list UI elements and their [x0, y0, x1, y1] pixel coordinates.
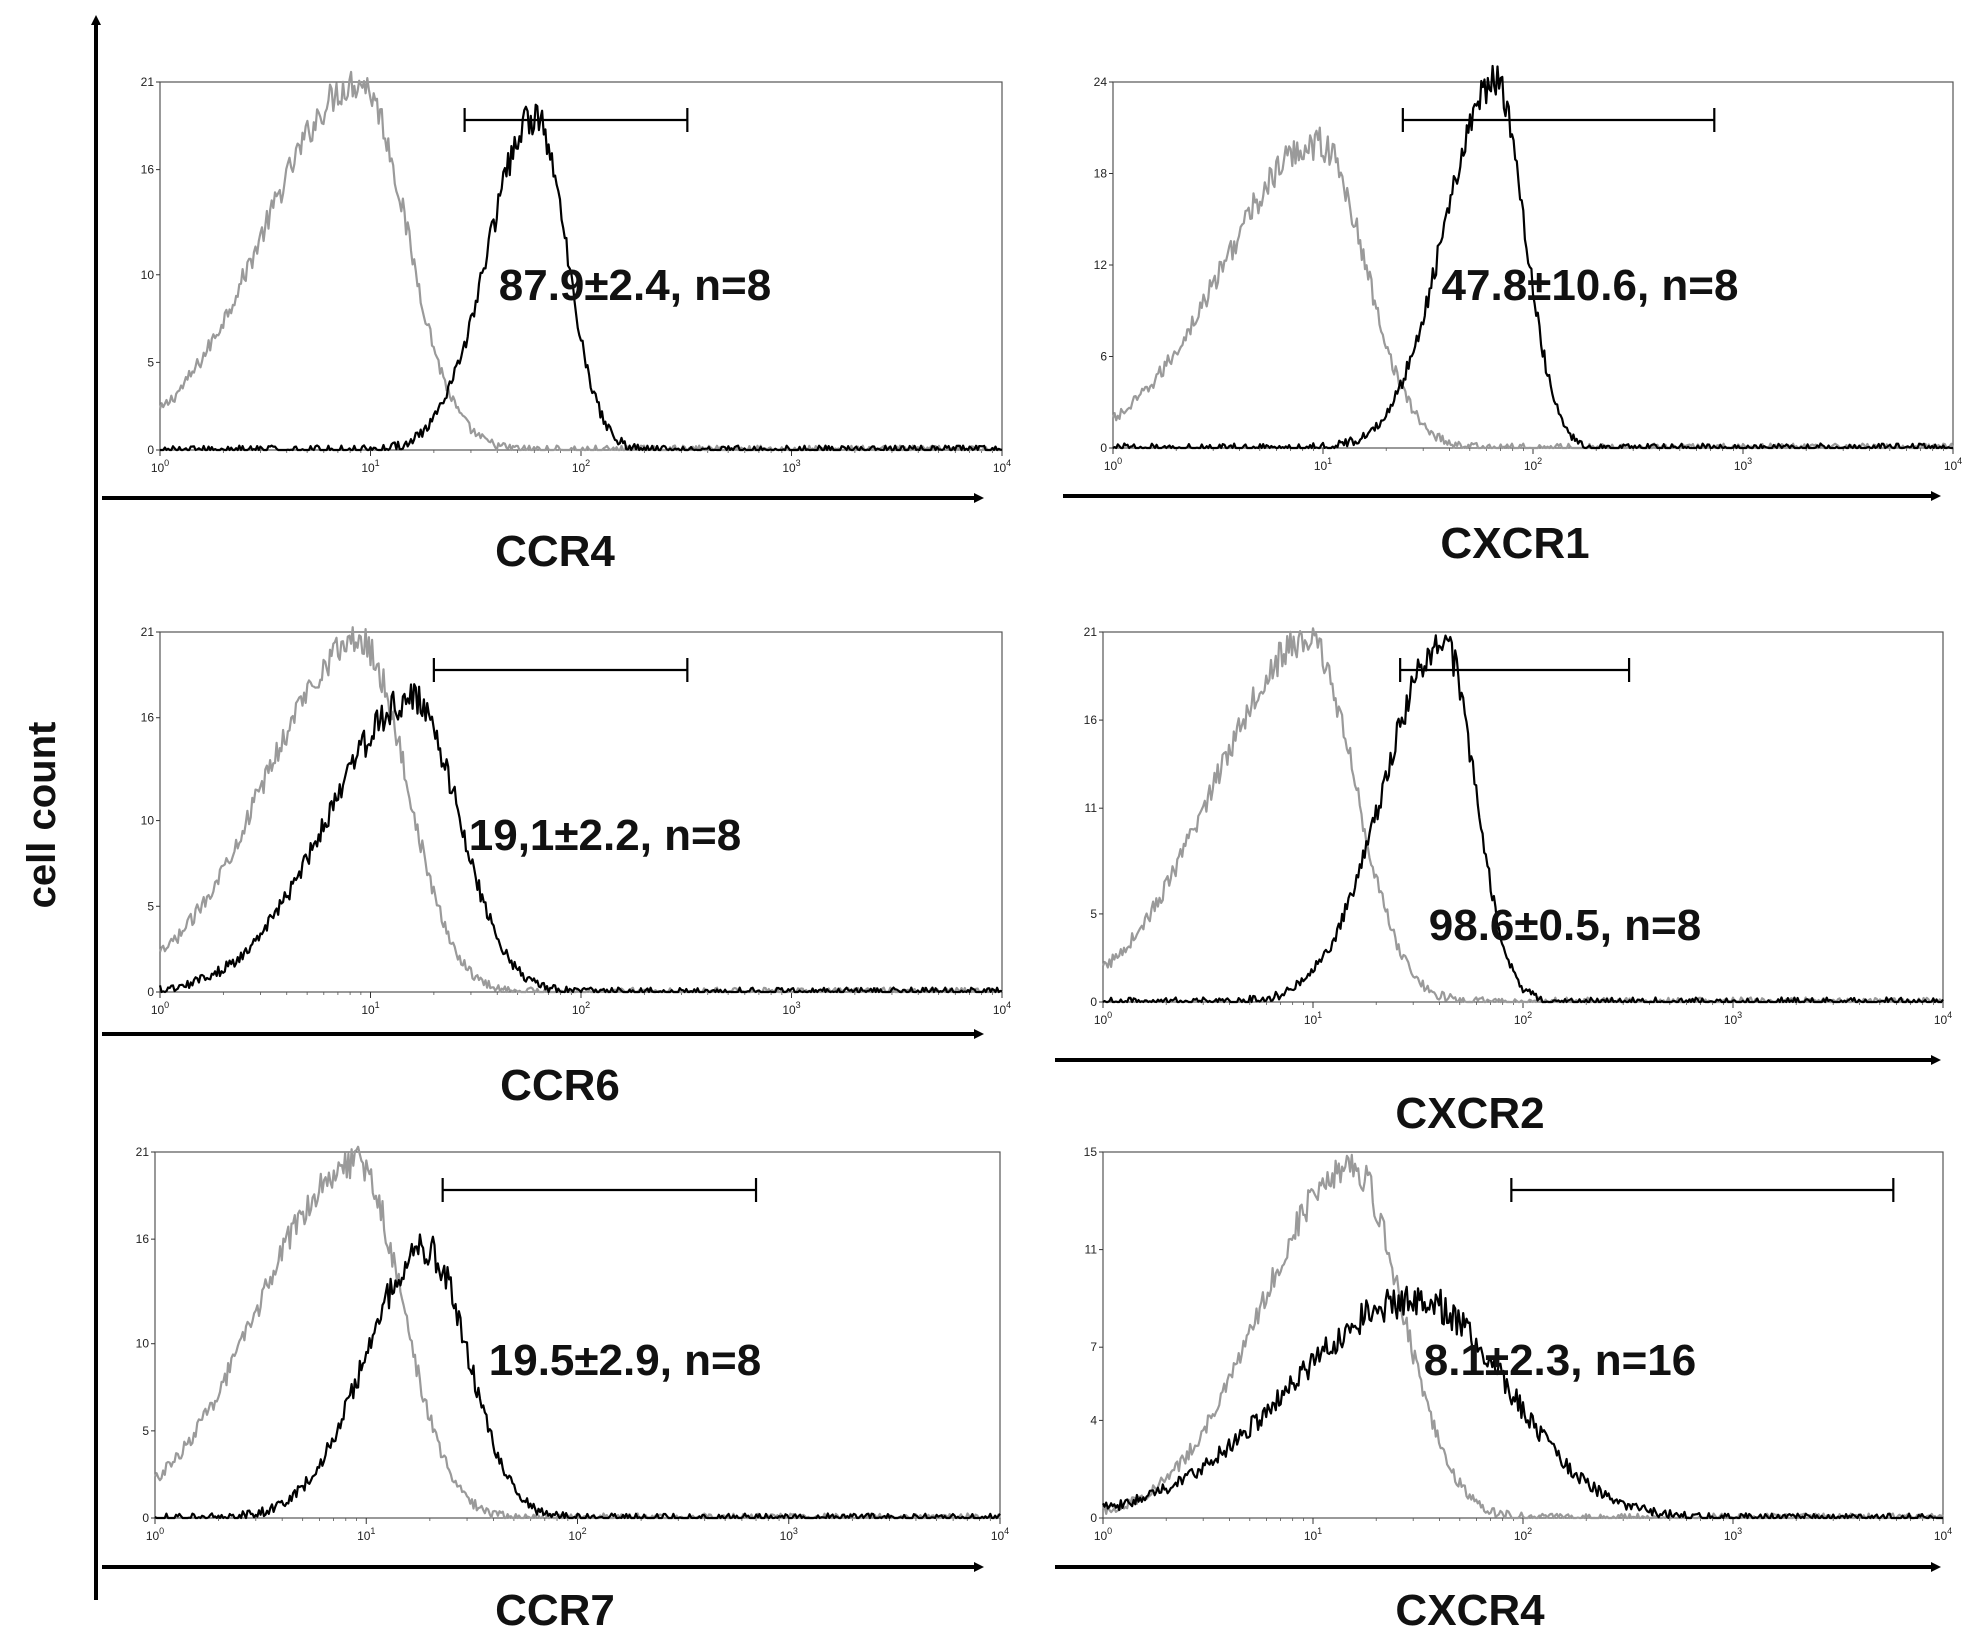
- x-tick-label: 104: [991, 1526, 1009, 1543]
- x-tick-label: 100: [1094, 1010, 1112, 1027]
- y-tick-label: 5: [1090, 907, 1097, 921]
- y-tick-label: 10: [141, 268, 155, 282]
- isotype-histogram: [1111, 126, 1955, 450]
- x-tick-label: 100: [1104, 456, 1122, 473]
- y-tick-label: 4: [1090, 1413, 1097, 1427]
- y-tick-label: 0: [142, 1511, 149, 1525]
- y-tick-label: 21: [141, 625, 155, 639]
- x-tick-label: 102: [1514, 1526, 1532, 1543]
- y-tick-label: 7: [1090, 1340, 1097, 1354]
- x-tick-label: 101: [361, 1000, 379, 1017]
- percentage-annotation: 47.8±10.6, n=8: [1442, 261, 1739, 310]
- y-tick-label: 21: [1084, 625, 1098, 639]
- x-tick-label: 103: [1724, 1526, 1742, 1543]
- percentage-annotation: 87.9±2.4, n=8: [499, 261, 771, 310]
- percentage-annotation: 19,1±2.2, n=8: [469, 811, 741, 860]
- plot-frame: [154, 1151, 1001, 1519]
- stained-histogram: [160, 103, 1003, 452]
- stained-histogram: [158, 683, 1003, 994]
- x-tick-label: 103: [1734, 456, 1752, 473]
- y-tick-label: 15: [1084, 1145, 1098, 1159]
- percentage-annotation: 98.6±0.5, n=8: [1429, 901, 1701, 950]
- y-tick-label: 0: [1100, 441, 1107, 455]
- x-tick-label: 100: [1094, 1526, 1112, 1543]
- x-axis-label: CXCR2: [1395, 1089, 1544, 1138]
- y-tick-label: 16: [136, 1232, 150, 1246]
- x-tick-label: 102: [572, 1000, 590, 1017]
- x-tick-label: 102: [568, 1526, 586, 1543]
- x-tick-label: 100: [146, 1526, 164, 1543]
- isotype-histogram: [153, 1145, 1001, 1520]
- x-tick-label: 103: [780, 1526, 798, 1543]
- histogram-panel-ccr7: 0 5 10 16 21 100 101 102 103 104 19.5±2.9, n=8 CCR7: [102, 1145, 1009, 1630]
- y-tick-label: 24: [1094, 75, 1108, 89]
- x-tick-label: 104: [1934, 1010, 1952, 1027]
- x-tick-label: 101: [1314, 456, 1332, 473]
- y-tick-label: 16: [1084, 713, 1098, 727]
- x-tick-label: 102: [572, 458, 590, 475]
- x-tick-label: 101: [1304, 1010, 1322, 1027]
- stained-histogram: [154, 1233, 1001, 1520]
- x-tick-label: 101: [1304, 1526, 1322, 1543]
- percentage-annotation: 19.5±2.9, n=8: [489, 1336, 761, 1385]
- x-tick-label: 101: [361, 458, 379, 475]
- y-tick-label: 18: [1094, 167, 1108, 181]
- y-tick-label: 16: [141, 163, 155, 177]
- x-axis-label: CCR4: [495, 527, 615, 576]
- y-tick-label: 0: [1090, 1511, 1097, 1525]
- y-tick-label: 6: [1100, 350, 1107, 364]
- y-tick-label: 11: [1085, 1243, 1098, 1257]
- histogram-panel-ccr6: 0 5 10 16 21 100 101 102 103 104 19,1±2.2, n=8 CCR6: [102, 625, 1011, 1110]
- x-tick-label: 102: [1524, 456, 1542, 473]
- x-axis-label: CCR6: [500, 1061, 620, 1110]
- x-tick-label: 103: [782, 458, 800, 475]
- y-tick-label: 5: [147, 899, 154, 913]
- x-tick-label: 103: [782, 1000, 800, 1017]
- y-tick-label: 11: [1085, 801, 1098, 815]
- y-tick-label: 0: [147, 443, 154, 457]
- plot-frame: [1102, 1151, 1944, 1519]
- y-axis-label: cell count: [20, 722, 64, 909]
- y-tick-label: 5: [147, 355, 154, 369]
- x-tick-label: 100: [151, 458, 169, 475]
- x-tick-label: 104: [1934, 1526, 1952, 1543]
- y-tick-label: 5: [142, 1424, 149, 1438]
- x-axis-label: CCR7: [495, 1586, 615, 1630]
- x-axis-label: CXCR1: [1440, 519, 1589, 568]
- x-tick-label: 104: [1944, 456, 1962, 473]
- y-tick-label: 0: [147, 985, 154, 999]
- histogram-panel-cxcr2: 0 5 11 16 21 100 101 102 103 104 98.6±0.5, n=8 CXCR…: [1055, 625, 1952, 1138]
- x-tick-label: 104: [993, 1000, 1011, 1017]
- y-tick-label: 21: [136, 1145, 150, 1159]
- x-tick-label: 101: [357, 1526, 375, 1543]
- stained-histogram: [1102, 634, 1944, 1004]
- y-tick-label: 12: [1094, 258, 1108, 272]
- y-tick-label: 0: [1090, 995, 1097, 1009]
- y-tick-label: 21: [141, 75, 155, 89]
- isotype-histogram: [158, 626, 1003, 994]
- x-axis-label: CXCR4: [1395, 1586, 1545, 1630]
- stained-histogram: [1112, 64, 1953, 450]
- histogram-panel-ccr4: 0 5 10 16 21 100 101 102 103 104 87.9±2.4, n=8 CCR4: [102, 70, 1011, 576]
- x-tick-label: 100: [151, 1000, 169, 1017]
- y-tick-label: 10: [136, 1337, 150, 1351]
- isotype-histogram: [1102, 1153, 1945, 1520]
- histogram-panel-cxcr1: 0 6 12 18 24 100 101 102 103 104 47.8±10.6, n=8 CXC…: [1063, 64, 1962, 568]
- stained-histogram: [1102, 1285, 1943, 1520]
- x-tick-label: 102: [1514, 1010, 1532, 1027]
- percentage-annotation: 8.1±2.3, n=16: [1424, 1336, 1696, 1385]
- y-tick-label: 10: [141, 814, 155, 828]
- x-tick-label: 103: [1724, 1010, 1742, 1027]
- y-tick-label: 16: [141, 711, 155, 725]
- histogram-panel-cxcr4: 0 4 7 11 15 100 101 102 103 104 8.1±2.3, n=16 CXCR4: [1055, 1145, 1952, 1630]
- x-tick-label: 104: [993, 458, 1011, 475]
